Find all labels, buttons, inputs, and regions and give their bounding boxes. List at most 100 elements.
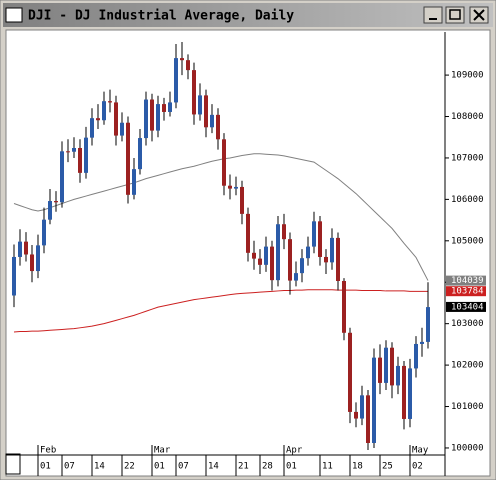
candle-body — [36, 245, 40, 272]
candle-body — [330, 237, 334, 263]
candle-body — [198, 95, 202, 115]
window-buttons[interactable] — [423, 6, 489, 24]
candle-body — [324, 256, 328, 263]
candle-body — [228, 185, 232, 189]
candle-body — [234, 186, 238, 189]
x-tick-label: 18 — [352, 462, 363, 472]
x-tick-label: 07 — [178, 462, 189, 472]
candle-body — [264, 246, 268, 265]
candle-body — [72, 148, 76, 152]
y-tick-label: 107000 — [451, 153, 484, 163]
candle-body — [336, 237, 340, 281]
candle-body — [378, 357, 382, 383]
price-marker — [446, 301, 486, 312]
moving-average — [13, 153, 429, 281]
icon — [449, 9, 461, 20]
y-tick-label: 106000 — [451, 195, 484, 205]
candle-body — [222, 139, 226, 186]
y-tick-label: 108000 — [451, 112, 484, 122]
candle-body — [366, 395, 370, 443]
candle-body — [348, 332, 352, 412]
y-tick-label: 105000 — [451, 236, 484, 246]
x-tick-label: 01 — [286, 462, 297, 472]
candle-body — [138, 138, 142, 170]
x-tick-label: 22 — [124, 462, 135, 472]
candle-body — [96, 118, 100, 121]
candle-body — [60, 151, 64, 203]
candle-body — [168, 102, 172, 112]
candle-body — [204, 95, 208, 128]
candle-body — [312, 221, 316, 247]
candle-body — [282, 224, 286, 240]
candle-body — [360, 395, 364, 419]
month-label: Mar — [154, 446, 171, 456]
price-marker — [446, 275, 486, 286]
candle-body — [54, 201, 58, 203]
candle-body — [162, 104, 166, 112]
candle-body — [318, 221, 322, 257]
candle-body — [102, 101, 106, 121]
x-tick-label: 01 — [154, 462, 165, 472]
candle-body — [174, 58, 178, 103]
candle-body — [354, 411, 358, 419]
candle-body — [156, 104, 160, 131]
x-tick-label: 11 — [322, 462, 333, 472]
candle-body — [42, 219, 46, 246]
x-tick-label: 01 — [40, 462, 51, 472]
candle-body — [216, 114, 220, 140]
candle-body — [186, 60, 190, 71]
price-marker-label: 104039 — [451, 276, 484, 286]
candle-body — [66, 151, 70, 153]
x-tick-label: 28 — [262, 462, 273, 472]
candle-body — [12, 256, 16, 296]
candle-body — [192, 70, 196, 115]
y-tick-label: 109000 — [451, 71, 484, 81]
y-tick-label: 100000 — [451, 443, 484, 453]
x-tick-label: 25 — [382, 462, 393, 472]
candle-body — [288, 239, 292, 281]
candle-body — [342, 280, 346, 333]
candle-body — [120, 122, 124, 136]
candle-body — [90, 118, 94, 138]
candle-body — [294, 273, 298, 281]
candle-body — [426, 307, 430, 342]
x-tick-label: 14 — [94, 462, 105, 472]
app-icon — [5, 7, 23, 23]
candle-body — [408, 368, 412, 419]
candle-body — [306, 246, 310, 259]
x-tick-label: 14 — [208, 462, 219, 472]
candle-body — [300, 258, 304, 274]
title-bar — [3, 3, 493, 27]
window-title: DJI - DJ Industrial Average, Daily — [28, 9, 294, 24]
candle-body — [78, 148, 82, 173]
price-marker-label: 103784 — [451, 287, 484, 297]
y-tick-label: 101000 — [451, 402, 484, 412]
y-tick-label: 102000 — [451, 361, 484, 371]
month-label: Feb — [40, 446, 56, 456]
candle-body — [48, 201, 52, 220]
candle-body — [126, 122, 130, 195]
candle-body — [270, 246, 274, 281]
month-label: May — [412, 446, 429, 456]
candle-body — [246, 213, 250, 253]
candle-body — [258, 258, 262, 265]
corner-box — [5, 453, 21, 475]
price-marker — [446, 286, 486, 297]
y-tick-label: 103000 — [451, 319, 484, 329]
month-label: Apr — [286, 446, 303, 456]
candle-body — [210, 114, 214, 128]
candle-body — [144, 99, 148, 139]
candle-body — [276, 224, 280, 281]
candle-body — [390, 347, 394, 386]
candle-body — [396, 365, 400, 386]
candle-body — [384, 347, 388, 383]
candle-body — [84, 137, 88, 173]
minimize-button[interactable] — [423, 6, 443, 24]
icon — [473, 9, 485, 21]
candle-body — [180, 58, 184, 61]
candle-body — [420, 341, 424, 344]
candle-body — [414, 343, 418, 369]
candle-body — [18, 241, 22, 257]
